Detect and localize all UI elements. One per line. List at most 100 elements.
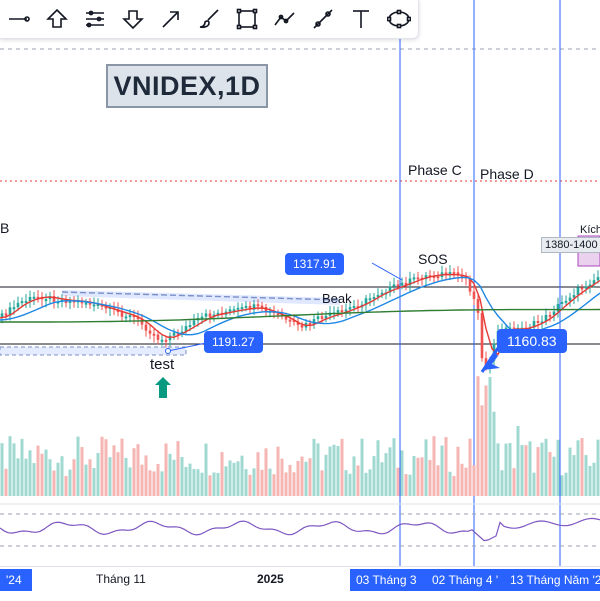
volume-bar: [136, 444, 140, 496]
candle-body: [584, 286, 588, 289]
volume-bar: [528, 441, 532, 496]
volume-bar: [124, 457, 128, 496]
volume-bar: [264, 448, 268, 496]
volume-bar: [196, 469, 200, 496]
candle-body: [296, 321, 300, 325]
volume-bars: [0, 376, 600, 496]
symbol-title: VNIDEX,1D: [106, 64, 268, 108]
candle-body: [468, 278, 472, 292]
volume-bar: [120, 438, 124, 496]
ruler-button[interactable]: [304, 0, 342, 38]
volume-bar: [440, 445, 444, 496]
volume-bar: [444, 437, 448, 496]
callout-1160-arrow-shaft: [480, 347, 500, 373]
path-button[interactable]: [266, 0, 304, 38]
ellipse-icon: [387, 9, 411, 29]
rsi-panel: [0, 517, 600, 542]
candle-body: [160, 339, 164, 342]
candle-body: [128, 315, 132, 318]
volume-bar: [224, 466, 228, 496]
candle-body: [188, 325, 192, 328]
volume-bar: [64, 475, 68, 496]
brush-button[interactable]: [190, 0, 228, 38]
volume-bar: [32, 463, 36, 496]
volume-bar: [236, 461, 240, 496]
candle-body: [292, 320, 296, 323]
multi-point-line-button[interactable]: [76, 0, 114, 38]
volume-bar: [188, 463, 192, 496]
volume-bar: [456, 446, 460, 496]
volume-bar: [16, 458, 20, 496]
volume-bar: [520, 445, 524, 496]
volume-bar: [488, 377, 492, 496]
volume-bar: [88, 459, 92, 496]
candle-body: [396, 284, 400, 287]
volume-bar: [548, 451, 552, 496]
rsi-line: [0, 517, 600, 542]
candle-body: [136, 317, 140, 320]
candle-body: [424, 275, 428, 280]
volume-bar: [316, 443, 320, 496]
candle-body: [140, 318, 144, 325]
volume-bar: [532, 472, 536, 496]
volume-bar: [476, 376, 480, 496]
text-icon: [353, 10, 369, 28]
text-button[interactable]: [342, 0, 380, 38]
ellipse-button[interactable]: [380, 0, 418, 38]
volume-bar: [84, 464, 88, 496]
volume-bar: [192, 469, 196, 496]
volume-bar: [560, 475, 564, 496]
volume-bar: [408, 474, 412, 496]
volume-bar: [592, 462, 596, 496]
volume-bar: [184, 467, 188, 496]
arrow-up-icon: [46, 8, 68, 28]
candle-body: [24, 300, 28, 303]
volume-bar: [76, 436, 80, 496]
arrow-up-button[interactable]: [38, 0, 76, 38]
arrow-down-button[interactable]: [114, 0, 152, 38]
callout-1191: 1191.27: [204, 331, 263, 353]
volume-bar: [140, 464, 144, 496]
volume-bar: [360, 438, 364, 496]
volume-bar: [512, 468, 516, 496]
volume-bar: [352, 456, 356, 496]
volume-bar: [496, 443, 500, 496]
volume-bar: [292, 472, 296, 496]
volume-bar: [52, 470, 56, 496]
candle-body: [340, 310, 344, 313]
candle-body: [456, 272, 460, 276]
candle-body: [336, 310, 340, 313]
candle-body: [156, 334, 160, 340]
volume-bar: [384, 453, 388, 496]
candle-body: [460, 275, 464, 278]
volume-bar: [160, 471, 164, 496]
volume-bar: [504, 443, 508, 496]
range-label: 1380-1400: [541, 237, 600, 253]
candle-body: [528, 327, 532, 330]
volume-bar: [420, 457, 424, 496]
test-zone-box: [0, 346, 187, 356]
volume-bar: [152, 471, 156, 496]
volume-bar: [4, 468, 8, 496]
line-tool-button[interactable]: [0, 0, 38, 38]
arrow-button[interactable]: [152, 0, 190, 38]
candle-body: [376, 294, 380, 298]
volume-bar: [248, 474, 252, 496]
volume-bar: [156, 463, 160, 496]
volume-bar: [484, 385, 488, 496]
rectangle-button[interactable]: [228, 0, 266, 38]
candle-body: [592, 280, 596, 285]
volume-bar: [48, 459, 52, 496]
axis-label-13-thang-nam: 13 Tháng Năm '2: [504, 569, 600, 591]
volume-bar: [0, 443, 4, 496]
volume-bar: [572, 455, 576, 496]
line-tool-icon: [9, 16, 30, 22]
volume-bar: [56, 462, 60, 496]
volume-bar: [256, 452, 260, 496]
candle-body: [544, 314, 548, 322]
axis-label-thang11: Tháng 11: [96, 572, 146, 586]
volume-bar: [412, 456, 416, 496]
candle-body: [168, 335, 172, 341]
candle-body: [536, 320, 540, 323]
